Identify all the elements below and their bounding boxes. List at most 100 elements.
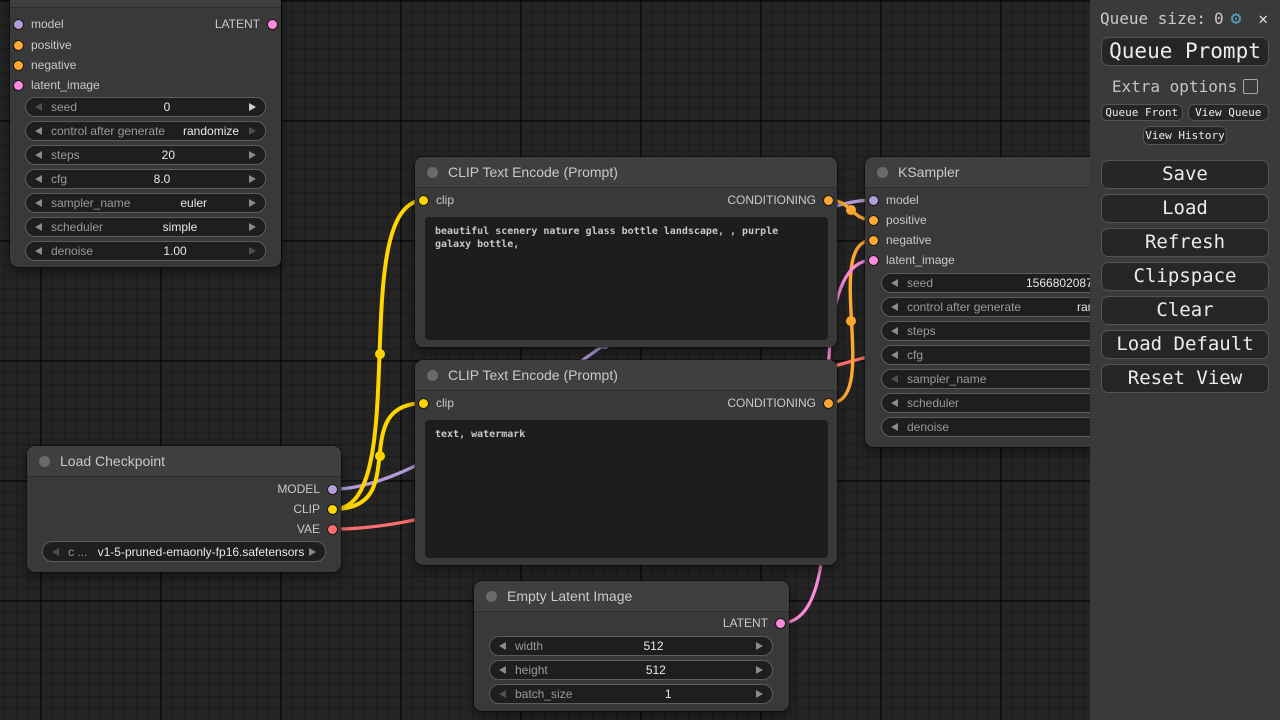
prompt-textarea[interactable]: beautiful scenery nature glass bottle la… [425, 217, 828, 340]
decrement-arrow-icon[interactable] [35, 223, 42, 231]
collapse-dot-icon[interactable] [427, 166, 438, 178]
queue-front-button[interactable]: Queue Front [1101, 104, 1183, 121]
port-dot-icon[interactable] [14, 19, 23, 29]
output-port-conditioning[interactable]: CONDITIONING [727, 190, 833, 210]
refresh-button[interactable]: Refresh [1101, 228, 1269, 257]
node-title-bar[interactable]: Load Checkpoint [27, 446, 341, 477]
increment-arrow-icon[interactable] [249, 247, 256, 255]
increment-arrow-icon[interactable] [249, 199, 256, 207]
widget-ckpt-name[interactable]: c ... v1-5-pruned-emaonly-fp16.safetensor… [42, 541, 326, 562]
output-port-clip[interactable]: CLIP [293, 499, 337, 519]
increment-arrow-icon[interactable] [755, 642, 763, 650]
widget-height[interactable]: height 512 [489, 660, 773, 680]
decrement-arrow-icon[interactable] [35, 127, 42, 135]
widget-control-after-generate[interactable]: control after generate randomize [25, 121, 266, 141]
increment-arrow-icon[interactable] [248, 151, 256, 159]
decrement-arrow-icon[interactable] [35, 247, 42, 255]
gear-icon[interactable]: ⚙ [1230, 7, 1242, 29]
port-dot-icon[interactable] [328, 524, 337, 534]
node-clip-text-encode-negative[interactable]: CLIP Text Encode (Prompt) clip CONDITION… [415, 360, 837, 565]
input-port-latent-image[interactable]: latent_image [14, 75, 100, 95]
input-port-model[interactable]: model [14, 14, 64, 34]
load-button[interactable]: Load [1101, 194, 1269, 223]
decrement-arrow-icon[interactable] [499, 642, 506, 650]
port-dot-icon[interactable] [419, 398, 428, 408]
input-port-positive[interactable]: positive [14, 35, 72, 55]
output-port-model[interactable]: MODEL [277, 479, 337, 499]
widget-sampler-name[interactable]: sampler_name euler [25, 193, 266, 213]
port-dot-icon[interactable] [328, 484, 337, 494]
node-title-bar[interactable]: CLIP Text Encode (Prompt) [415, 157, 837, 188]
widget-scheduler[interactable]: scheduler simple [25, 217, 266, 237]
decrement-arrow-icon[interactable] [891, 399, 898, 407]
output-port-conditioning[interactable]: CONDITIONING [727, 393, 833, 413]
port-dot-icon[interactable] [14, 60, 23, 70]
view-history-button[interactable]: View History [1143, 126, 1227, 145]
port-dot-icon[interactable] [268, 19, 277, 29]
collapse-dot-icon[interactable] [486, 590, 497, 602]
decrement-arrow-icon[interactable] [891, 351, 898, 359]
port-dot-icon[interactable] [824, 398, 833, 408]
collapse-dot-icon[interactable] [39, 455, 50, 467]
decrement-arrow-icon[interactable] [35, 151, 42, 159]
port-dot-icon[interactable] [14, 40, 23, 50]
output-port-latent[interactable]: LATENT [723, 613, 785, 633]
input-port-negative[interactable]: negative [869, 230, 931, 250]
port-dot-icon[interactable] [869, 215, 878, 225]
input-port-latent-image[interactable]: latent_image [869, 250, 955, 270]
increment-arrow-icon[interactable] [308, 547, 316, 556]
decrement-arrow-icon[interactable] [891, 303, 898, 311]
node-clip-text-encode-positive[interactable]: CLIP Text Encode (Prompt) clip CONDITION… [415, 157, 837, 347]
increment-arrow-icon[interactable] [248, 127, 256, 135]
port-dot-icon[interactable] [14, 80, 23, 90]
port-dot-icon[interactable] [328, 504, 337, 514]
collapse-dot-icon[interactable] [427, 369, 438, 381]
input-port-positive[interactable]: positive [869, 210, 927, 230]
node-ksampler-a[interactable]: KSampler model positive negative latent_… [10, 0, 281, 267]
increment-arrow-icon[interactable] [249, 223, 256, 231]
widget-seed[interactable]: seed 1566802087 [881, 273, 1151, 293]
input-port-clip[interactable]: clip [419, 393, 454, 413]
node-title-bar[interactable]: KSampler [10, 0, 281, 8]
decrement-arrow-icon[interactable] [35, 175, 42, 183]
output-port-latent[interactable]: LATENT [215, 14, 277, 34]
increment-arrow-icon[interactable] [249, 103, 256, 111]
decrement-arrow-icon[interactable] [499, 666, 506, 674]
decrement-arrow-icon[interactable] [35, 103, 42, 111]
widget-steps[interactable]: steps 20 [25, 145, 266, 165]
node-empty-latent-image[interactable]: Empty Latent Image LATENT width 512 heigh… [474, 581, 789, 711]
port-dot-icon[interactable] [869, 195, 878, 205]
widget-width[interactable]: width 512 [489, 636, 773, 656]
close-icon[interactable]: ✕ [1258, 9, 1268, 28]
decrement-arrow-icon[interactable] [891, 375, 898, 383]
output-port-vae[interactable]: VAE [297, 519, 337, 539]
port-dot-icon[interactable] [869, 255, 878, 265]
widget-seed[interactable]: seed 0 [25, 97, 266, 117]
reset-view-button[interactable]: Reset View [1101, 364, 1269, 393]
clipspace-button[interactable]: Clipspace [1101, 262, 1269, 291]
decrement-arrow-icon[interactable] [499, 690, 506, 698]
decrement-arrow-icon[interactable] [891, 423, 898, 431]
port-dot-icon[interactable] [419, 195, 428, 205]
node-title-bar[interactable]: CLIP Text Encode (Prompt) [415, 360, 837, 391]
clear-button[interactable]: Clear [1101, 296, 1269, 325]
decrement-arrow-icon[interactable] [891, 279, 898, 287]
increment-arrow-icon[interactable] [248, 175, 256, 183]
port-dot-icon[interactable] [776, 618, 785, 628]
port-dot-icon[interactable] [824, 195, 833, 205]
decrement-arrow-icon[interactable] [35, 199, 42, 207]
load-default-button[interactable]: Load Default [1101, 330, 1269, 359]
queue-prompt-button[interactable]: Queue Prompt [1101, 37, 1269, 66]
widget-batch-size[interactable]: batch_size 1 [489, 684, 773, 704]
increment-arrow-icon[interactable] [756, 690, 763, 698]
input-port-negative[interactable]: negative [14, 55, 76, 75]
input-port-model[interactable]: model [869, 190, 919, 210]
increment-arrow-icon[interactable] [755, 666, 763, 674]
node-load-checkpoint[interactable]: Load Checkpoint MODEL CLIP VAE c ... v1-5… [27, 446, 341, 572]
collapse-dot-icon[interactable] [877, 166, 888, 178]
port-dot-icon[interactable] [869, 235, 878, 245]
input-port-clip[interactable]: clip [419, 190, 454, 210]
node-title-bar[interactable]: Empty Latent Image [474, 581, 789, 612]
prompt-textarea[interactable]: text, watermark [425, 420, 828, 558]
